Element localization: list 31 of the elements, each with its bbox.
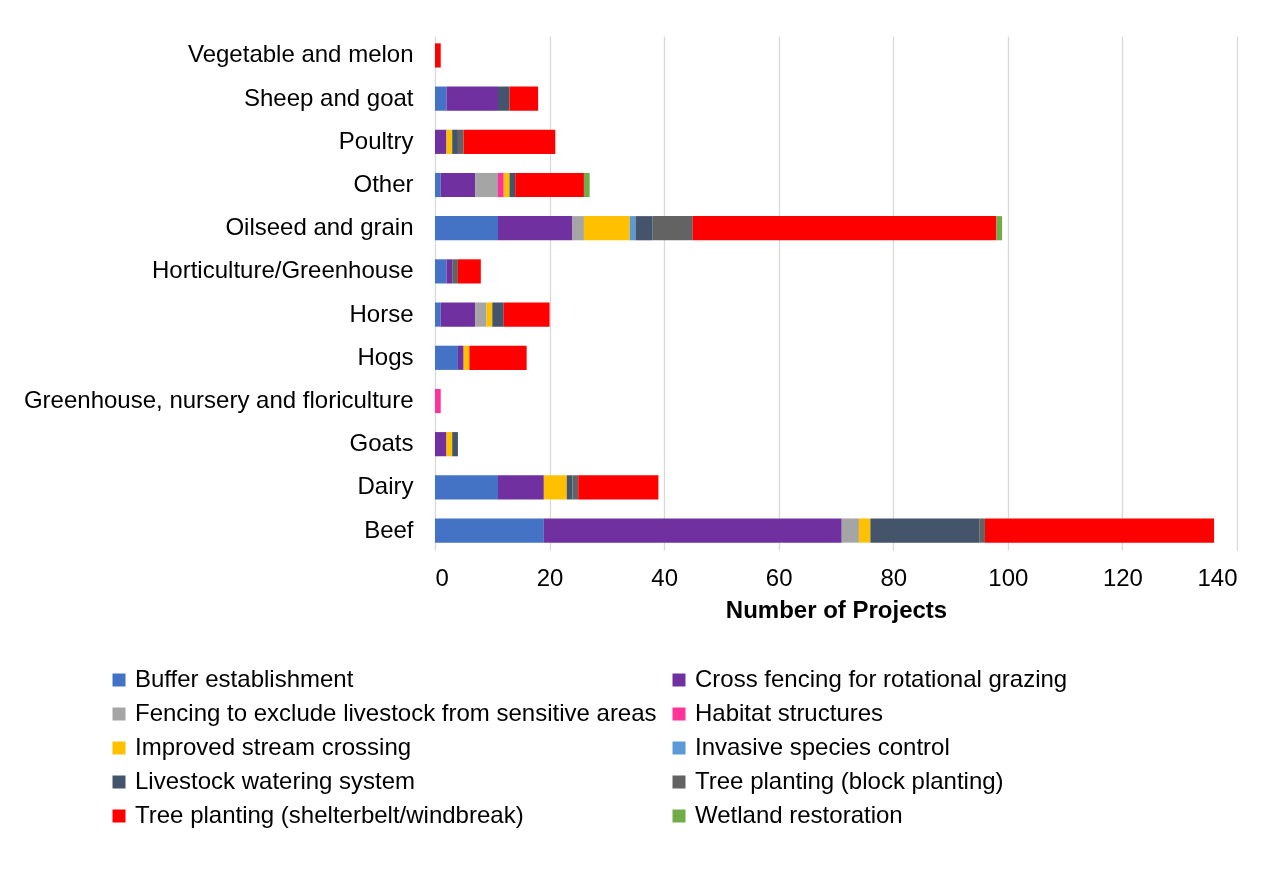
y-tick-label: Vegetable and melon bbox=[187, 40, 414, 68]
legend-label: Habitat structures bbox=[695, 699, 884, 726]
x-tick-label: 0 bbox=[435, 563, 449, 591]
x-tick-label: 120 bbox=[1102, 563, 1143, 591]
y-tick-label: Other bbox=[353, 170, 414, 198]
y-tick-label: Oilseed and grain bbox=[225, 213, 414, 241]
legend-label: Improved stream crossing bbox=[135, 733, 412, 760]
y-tick-label: Hogs bbox=[357, 342, 414, 370]
legend-label: Invasive species control bbox=[695, 733, 950, 760]
legend-label: Fencing to exclude livestock from sensitive areas bbox=[135, 699, 657, 726]
y-tick-label: Beef bbox=[364, 515, 414, 543]
x-tick-label: 80 bbox=[880, 563, 908, 591]
legend-label: Buffer establishment bbox=[135, 665, 354, 692]
x-axis-title: Number of Projects bbox=[725, 595, 948, 623]
legend-label: Tree planting (shelterbelt/windbreak) bbox=[135, 801, 524, 828]
x-tick-label: 140 bbox=[1197, 563, 1238, 591]
legend-label: Livestock watering system bbox=[135, 767, 416, 794]
y-tick-label: Sheep and goat bbox=[244, 83, 414, 111]
x-tick-label: 40 bbox=[651, 563, 678, 591]
y-tick-label: Greenhouse, nursery and floriculture bbox=[23, 385, 414, 413]
y-tick-label: Dairy bbox=[357, 472, 414, 500]
legend-label: Wetland restoration bbox=[695, 801, 903, 828]
x-tick-label: 100 bbox=[988, 563, 1029, 591]
y-tick-label: Horticulture/Greenhouse bbox=[152, 256, 414, 284]
y-tick-label: Horse bbox=[349, 299, 414, 327]
legend-label: Tree planting (block planting) bbox=[695, 767, 1004, 794]
legend-label: Cross fencing for rotational grazing bbox=[695, 665, 1068, 692]
x-tick-label: 20 bbox=[536, 563, 564, 591]
y-tick-label: Poultry bbox=[338, 126, 414, 154]
x-tick-label: 60 bbox=[765, 563, 793, 591]
y-tick-label: Goats bbox=[349, 429, 414, 457]
